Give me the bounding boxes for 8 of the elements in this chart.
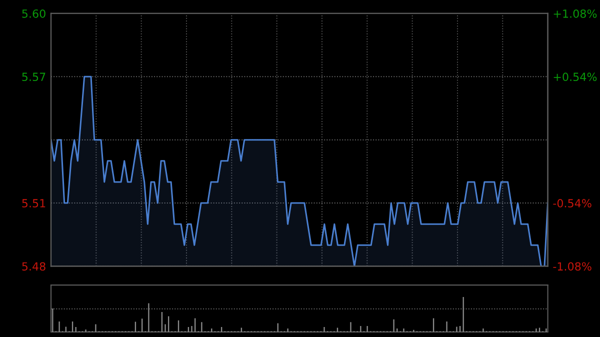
y2-tick-label: +0.54% bbox=[554, 72, 597, 82]
y-tick-label: 5.48 bbox=[22, 262, 46, 271]
y-tick-label: 5.57 bbox=[22, 72, 46, 82]
y2-tick-label: +1.08% bbox=[554, 9, 597, 18]
y2-tick-label: -1.08% bbox=[553, 262, 592, 271]
y2-tick-label: -0.54% bbox=[553, 199, 592, 208]
y-tick-label: 5.51 bbox=[22, 199, 46, 208]
y-tick-label: 5.60 bbox=[22, 9, 46, 18]
